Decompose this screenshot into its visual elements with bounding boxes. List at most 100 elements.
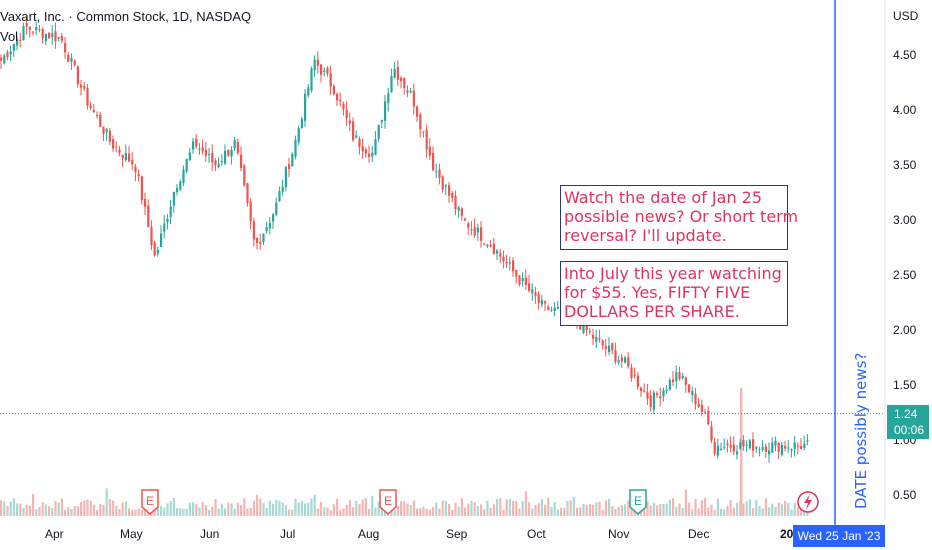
candle <box>467 223 470 228</box>
volume-bar <box>643 508 646 516</box>
volume-bar <box>102 504 105 516</box>
volume-bar <box>131 509 134 516</box>
earnings-marker[interactable]: E <box>379 489 397 515</box>
volume-bar <box>476 506 479 516</box>
volume-bar <box>44 504 47 516</box>
volume-bar <box>230 503 233 516</box>
candle <box>115 146 118 148</box>
volume-bar <box>790 509 793 516</box>
candle <box>768 450 771 455</box>
volume-bar <box>12 498 15 516</box>
volume-bar <box>531 508 534 516</box>
volume-bar <box>76 506 79 516</box>
candle <box>99 114 102 127</box>
candle <box>540 300 543 305</box>
volume-bar <box>112 500 115 516</box>
volume-bar <box>368 509 371 516</box>
candle <box>102 126 105 134</box>
volume-bar <box>364 498 367 516</box>
candle <box>755 446 758 449</box>
candle <box>339 99 342 102</box>
candle <box>489 244 492 247</box>
chart-legend[interactable]: Vaxart, Inc. · Common Stock, 1D, NASDAQ … <box>0 7 251 47</box>
volume-bar <box>259 498 262 516</box>
volume-bar <box>176 508 179 516</box>
candle <box>140 176 143 201</box>
candle <box>550 309 553 311</box>
volume-bar <box>595 502 598 516</box>
candle <box>681 375 684 379</box>
earnings-label: E <box>384 494 392 508</box>
candle <box>492 243 495 255</box>
candle <box>198 148 201 150</box>
volume-bar <box>585 504 588 516</box>
volume-bar <box>742 503 745 516</box>
volume-bar <box>771 503 774 516</box>
volume-bar <box>656 505 659 516</box>
candle <box>534 292 537 297</box>
volume-bar <box>787 502 790 516</box>
volume-bar <box>48 506 51 516</box>
candle <box>16 39 19 46</box>
volume-bar <box>204 505 207 516</box>
candle <box>128 153 131 162</box>
candle <box>67 54 70 62</box>
volume-bar <box>672 498 675 516</box>
vertical-annotation[interactable]: DATE possibly news? <box>852 352 870 509</box>
volume-bar <box>576 507 579 516</box>
volume-bar <box>649 505 652 516</box>
volume-bar <box>227 502 230 516</box>
volume-bar <box>89 500 92 516</box>
candle <box>323 70 326 73</box>
volume-bar <box>556 509 559 516</box>
volume-bar <box>166 503 169 516</box>
volume-bar <box>272 503 275 516</box>
volume-bar <box>41 502 44 516</box>
candle <box>691 391 694 396</box>
volume-bar <box>579 507 582 516</box>
volume-bar <box>713 509 716 516</box>
candle <box>185 159 188 172</box>
text-note-2[interactable]: Into July this year watching for $55. Ye… <box>560 261 788 326</box>
candle <box>438 169 441 179</box>
candle <box>659 396 662 399</box>
candle <box>329 73 332 87</box>
volume-bar <box>665 503 668 516</box>
volume-bar <box>784 500 787 516</box>
volume-bar <box>192 502 195 516</box>
candle <box>393 68 396 78</box>
candle <box>214 160 217 166</box>
volume-bar <box>697 508 700 516</box>
candle <box>96 114 99 117</box>
volume-label[interactable]: Vol <box>0 29 19 44</box>
time-tick: Jul <box>280 527 295 541</box>
news-marker[interactable] <box>797 491 819 513</box>
volume-bar <box>464 507 467 516</box>
candle <box>60 36 63 41</box>
symbol-title[interactable]: Vaxart, Inc. · Common Stock, 1D, NASDAQ <box>0 9 252 24</box>
volume-bar <box>284 505 287 516</box>
volume-bar <box>99 504 102 516</box>
bar-countdown: 00:06 <box>894 423 925 437</box>
time-axis[interactable]: AprMayJunJulAugSepOctNovDec2023 <box>45 527 807 541</box>
earnings-label: E <box>634 494 642 508</box>
volume-bar <box>297 502 300 516</box>
candle <box>774 440 777 446</box>
volume-bar <box>300 500 303 516</box>
volume-bar <box>169 501 172 516</box>
volume-bar <box>489 507 492 516</box>
text-note-1[interactable]: Watch the date of Jan 25 possible news? … <box>560 185 798 250</box>
volume-bar <box>441 500 444 516</box>
volume-bar <box>211 506 214 516</box>
volume-bar <box>736 502 739 516</box>
candle <box>630 367 633 378</box>
candle <box>64 42 67 53</box>
candle <box>403 78 406 89</box>
candle <box>627 357 630 367</box>
candle <box>307 87 310 96</box>
earnings-marker[interactable]: E <box>629 489 647 515</box>
candle <box>707 410 710 425</box>
earnings-marker[interactable]: E <box>141 489 159 515</box>
